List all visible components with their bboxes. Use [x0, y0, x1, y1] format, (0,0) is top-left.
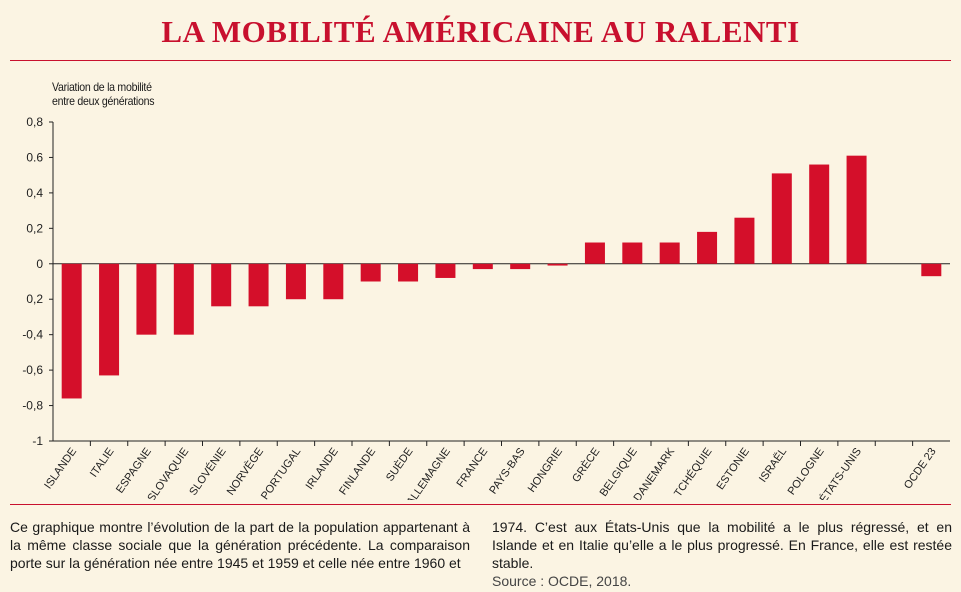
y-axis-title-line-2: entre deux générations	[52, 94, 155, 108]
bar	[61, 263, 82, 399]
y-tick-label: -0,8	[22, 399, 43, 413]
bar	[921, 263, 942, 277]
bar	[323, 263, 344, 300]
category-label: NORVÈGE	[224, 445, 266, 497]
y-tick-label: 0,4	[26, 186, 43, 200]
y-tick-label: 0,2	[26, 221, 43, 235]
category-label: HONGRIE	[526, 446, 565, 495]
bar	[136, 263, 157, 335]
bar	[547, 263, 568, 266]
y-axis-title-line-1: Variation de la mobilité	[52, 80, 152, 94]
bar	[846, 155, 867, 264]
top-divider	[10, 60, 951, 61]
category-label: ESTONIE	[714, 446, 751, 492]
category-label: FINLANDE	[337, 446, 378, 497]
bar	[360, 263, 381, 282]
bar	[173, 263, 194, 335]
category-label: TCHÉQUIE	[671, 445, 714, 499]
bar	[248, 263, 269, 307]
bar	[584, 242, 605, 264]
bar	[285, 263, 306, 300]
source-note: Source : OCDE, 2018.	[492, 573, 632, 589]
category-label: ISRAËL	[757, 446, 789, 485]
y-tick-label: 0	[36, 257, 43, 271]
bar	[398, 263, 419, 282]
category-label: FRANCE	[454, 446, 490, 490]
bar	[809, 164, 830, 264]
category-label: PORTUGAL	[259, 446, 303, 500]
category-label: SUÈDE	[383, 445, 415, 484]
category-label: ITALIE	[88, 446, 117, 480]
y-tick-label: -0,4	[22, 328, 43, 342]
chart-title: LA MOBILITÉ AMÉRICAINE AU RALENTI	[161, 14, 800, 49]
bar	[211, 263, 232, 307]
category-label: BELGIQUE	[598, 446, 640, 499]
category-label: PAYS-BAS	[487, 446, 527, 497]
bar	[734, 217, 755, 264]
y-tick-label: 0,8	[26, 115, 43, 129]
caption-right: 1974. C’est aux États-Unis que la mobili…	[492, 518, 952, 590]
category-label: OCDE 23	[902, 446, 939, 491]
y-tick-label: 0,2	[26, 292, 43, 306]
bar	[771, 173, 792, 264]
y-tick-label: -0,6	[22, 363, 43, 377]
y-axis-title: Variation de la mobilité entre deux géné…	[52, 80, 154, 108]
y-tick-label: -1	[32, 434, 43, 448]
bar	[435, 263, 456, 278]
category-label: IRLANDE	[304, 446, 341, 492]
category-label: GRÈCE	[569, 445, 602, 485]
category-label: SLOVÉNIE	[186, 445, 228, 498]
category-label: POLOGNE	[786, 446, 827, 497]
bar	[99, 263, 120, 376]
bar	[622, 242, 643, 264]
bar	[472, 263, 493, 270]
category-label: ISLANDE	[42, 446, 79, 491]
category-label: ESPAGNE	[114, 446, 154, 496]
bottom-divider	[10, 504, 951, 505]
bar	[697, 231, 718, 264]
bar	[510, 263, 531, 270]
caption-right-text: 1974. C’est aux États-Unis que la mobili…	[492, 519, 952, 571]
caption-left: Ce graphique montre l’évolution de la pa…	[10, 519, 470, 571]
bar	[659, 242, 680, 264]
y-tick-label: 0.6	[26, 150, 43, 164]
